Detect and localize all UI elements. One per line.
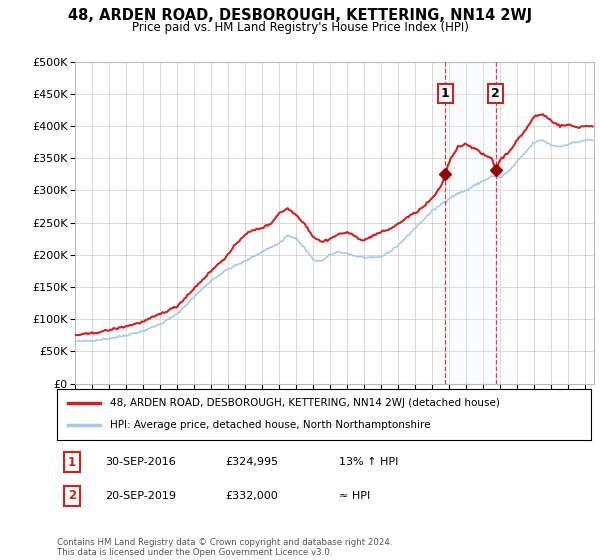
Text: 48, ARDEN ROAD, DESBOROUGH, KETTERING, NN14 2WJ (detached house): 48, ARDEN ROAD, DESBOROUGH, KETTERING, N… [110, 398, 500, 408]
Text: 2: 2 [491, 87, 500, 100]
Text: Contains HM Land Registry data © Crown copyright and database right 2024.
This d: Contains HM Land Registry data © Crown c… [57, 538, 392, 557]
Text: 30-SEP-2016: 30-SEP-2016 [105, 457, 176, 467]
Text: 20-SEP-2019: 20-SEP-2019 [105, 491, 176, 501]
Text: £324,995: £324,995 [225, 457, 278, 467]
Text: £332,000: £332,000 [225, 491, 278, 501]
Text: 13% ↑ HPI: 13% ↑ HPI [339, 457, 398, 467]
Text: 48, ARDEN ROAD, DESBOROUGH, KETTERING, NN14 2WJ: 48, ARDEN ROAD, DESBOROUGH, KETTERING, N… [68, 8, 532, 24]
Text: 2: 2 [68, 489, 76, 502]
Text: ≈ HPI: ≈ HPI [339, 491, 370, 501]
Text: 1: 1 [68, 455, 76, 469]
Text: HPI: Average price, detached house, North Northamptonshire: HPI: Average price, detached house, Nort… [110, 421, 431, 431]
Text: 1: 1 [441, 87, 449, 100]
Text: Price paid vs. HM Land Registry's House Price Index (HPI): Price paid vs. HM Land Registry's House … [131, 21, 469, 34]
Bar [445, 62, 496, 384]
